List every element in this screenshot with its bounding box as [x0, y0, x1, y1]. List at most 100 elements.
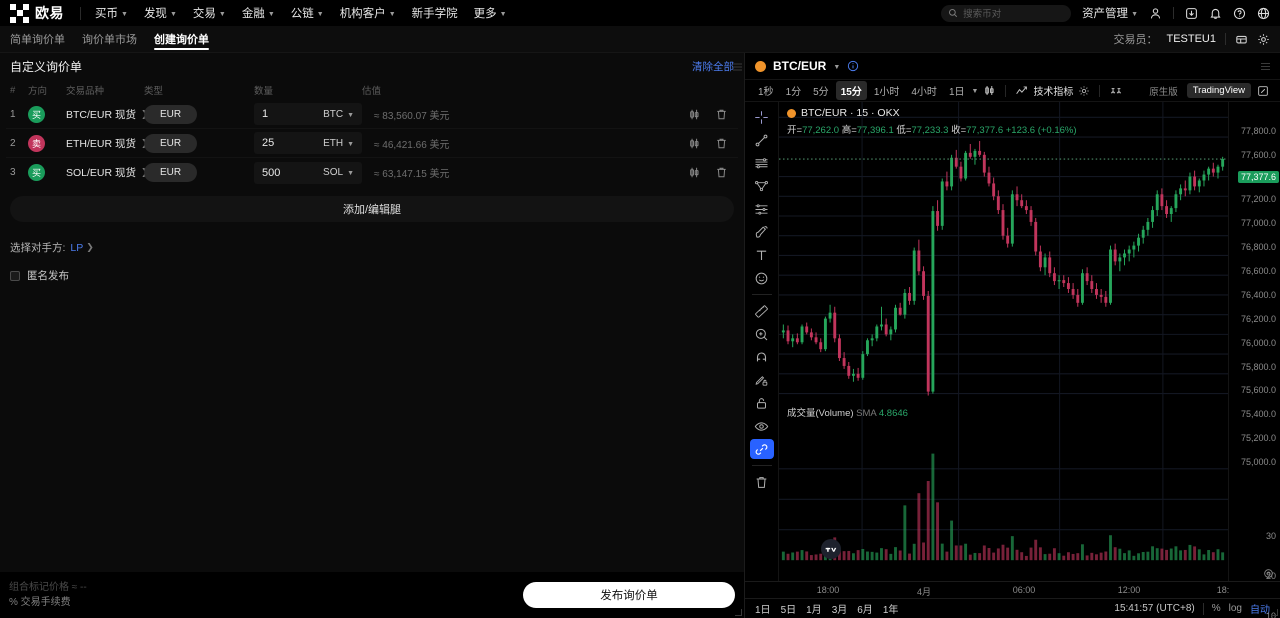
nav-item-institutional[interactable]: 机构客户 ▼ — [340, 5, 396, 21]
timeframe-1h[interactable]: 1小时 — [873, 87, 900, 98]
publish-rfq-button[interactable]: 发布询价单 — [523, 582, 735, 608]
nav-item-public-chain[interactable]: 公链 ▼ — [291, 5, 324, 21]
timeframe-1m[interactable]: 1分 — [785, 87, 802, 98]
crosshair-icon[interactable] — [750, 107, 774, 127]
range-6mo[interactable]: 6月 — [857, 605, 873, 616]
nav-item-more[interactable]: 更多 ▼ — [474, 5, 507, 21]
pitchfork-icon[interactable] — [750, 176, 774, 196]
chevron-down-icon[interactable]: ▼ — [833, 63, 841, 71]
assets-menu[interactable]: 资产管理 ▼ — [1082, 5, 1138, 21]
add-edit-leg-button[interactable]: 添加/编辑腿 — [10, 196, 734, 222]
range-3mo[interactable]: 3月 — [831, 605, 848, 616]
zoom-icon[interactable] — [750, 324, 774, 344]
magnet-icon[interactable] — [750, 347, 774, 367]
checkbox-icon[interactable] — [10, 270, 20, 281]
indicators-icon[interactable] — [1012, 84, 1031, 97]
user-icon[interactable] — [1149, 7, 1162, 20]
chart-type-icon[interactable] — [980, 84, 999, 97]
time-axis[interactable]: 18:00 4月 06:00 12:00 18: — [745, 581, 1280, 598]
scale-log-button[interactable]: log — [1228, 603, 1242, 614]
symbol-selector[interactable]: ETH/EUR 现货 ❯ — [66, 136, 149, 151]
resize-corner[interactable] — [1271, 609, 1278, 616]
currency-selector[interactable]: SOL ▼ — [323, 167, 354, 178]
tab-simple-rfq[interactable]: 简单询价单 — [10, 26, 65, 52]
emoji-icon[interactable] — [750, 268, 774, 288]
brand-logo[interactable]: 欧易 — [10, 3, 64, 23]
panel-resize-handle[interactable] — [733, 63, 742, 70]
snapshot-icon[interactable] — [1106, 84, 1126, 97]
chevron-down-icon[interactable]: ▼ — [971, 88, 979, 95]
chart-resize-handle[interactable] — [1261, 62, 1270, 70]
quantity-input[interactable]: 500 SOL ▼ — [254, 161, 362, 184]
symbol-selector[interactable]: BTC/EUR 现货 ❯ — [66, 107, 149, 122]
bell-icon[interactable] — [1209, 7, 1222, 20]
ruler-icon[interactable] — [750, 301, 774, 321]
range-1d[interactable]: 1日 — [755, 605, 771, 616]
tab-create-rfq[interactable]: 创建询价单 — [154, 26, 209, 52]
type-pill[interactable]: EUR — [144, 133, 197, 153]
gear-icon[interactable] — [1075, 85, 1093, 97]
type-pill[interactable]: EUR — [144, 104, 197, 124]
anonymous-publish-toggle[interactable]: 匿名发布 — [10, 268, 744, 283]
delete-icon[interactable] — [715, 166, 728, 179]
fib-retracement-icon[interactable] — [750, 199, 774, 219]
symbol-selector[interactable]: SOL/EUR 现货 ❯ — [66, 165, 149, 180]
view-native-button[interactable]: 原生版 — [1149, 86, 1178, 98]
scale-percent-button[interactable]: % — [1211, 603, 1221, 614]
direction-cell[interactable]: 买 — [28, 105, 66, 123]
pencil-lock-icon[interactable] — [750, 370, 774, 390]
resize-corner[interactable] — [735, 609, 742, 616]
download-icon[interactable] — [1185, 7, 1198, 20]
direction-badge-buy[interactable]: 买 — [28, 105, 45, 123]
gear-icon[interactable] — [1257, 33, 1270, 46]
nav-item-discover[interactable]: 发现 ▼ — [144, 5, 177, 21]
chart-canvas[interactable] — [779, 102, 1228, 581]
quantity-input[interactable]: 1 BTC ▼ — [254, 103, 362, 125]
indicators-label[interactable]: 技术指标 — [1033, 87, 1074, 98]
trendline-icon[interactable] — [750, 130, 774, 150]
nav-item-academy[interactable]: 新手学院 — [412, 5, 458, 21]
tab-rfq-market[interactable]: 询价单市场 — [82, 26, 137, 52]
counterparty-selector[interactable]: LP ❯ — [70, 242, 93, 254]
nav-item-finance[interactable]: 金融 ▼ — [242, 5, 275, 21]
delete-icon[interactable] — [715, 137, 728, 150]
timeframe-15m[interactable]: 15分 — [835, 81, 867, 100]
trash-icon[interactable] — [750, 472, 774, 492]
text-icon[interactable] — [750, 245, 774, 265]
candlestick-icon[interactable] — [688, 108, 701, 121]
globe-icon[interactable] — [1257, 7, 1270, 20]
view-tradingview-button[interactable]: TradingView — [1186, 83, 1251, 98]
gear-icon[interactable] — [1263, 568, 1274, 579]
scale-auto-button[interactable]: 自动 — [1250, 605, 1270, 616]
delete-icon[interactable] — [715, 108, 728, 121]
range-1y[interactable]: 1年 — [882, 605, 899, 616]
direction-badge-sell[interactable]: 卖 — [28, 134, 45, 152]
info-icon[interactable] — [847, 60, 859, 72]
candlestick-icon[interactable] — [688, 137, 701, 150]
direction-cell[interactable]: 卖 — [28, 134, 66, 152]
price-axis[interactable]: 77,800.0 77,600.0 77,377.6 77,200.0 77,0… — [1228, 102, 1280, 618]
timeframe-4h[interactable]: 4小时 — [911, 87, 937, 98]
nav-item-trade[interactable]: 交易 ▼ — [193, 5, 226, 21]
lock-icon[interactable] — [750, 393, 774, 413]
candlestick-icon[interactable] — [688, 166, 701, 179]
quantity-input[interactable]: 25 ETH ▼ — [254, 132, 362, 154]
type-pill[interactable]: EUR — [144, 163, 197, 182]
currency-selector[interactable]: BTC ▼ — [323, 109, 354, 120]
range-1mo[interactable]: 1月 — [806, 605, 822, 616]
horizontal-lines-icon[interactable] — [750, 153, 774, 173]
nav-item-buy-crypto[interactable]: 买币 ▼ — [95, 5, 128, 21]
timeframe-1s[interactable]: 1秒 — [758, 87, 774, 98]
currency-selector[interactable]: ETH ▼ — [323, 138, 354, 149]
clear-all-button[interactable]: 清除全部 — [692, 61, 734, 73]
range-5d[interactable]: 5日 — [780, 605, 797, 616]
timeframe-1d[interactable]: 1日 — [948, 87, 965, 98]
help-icon[interactable] — [1233, 7, 1246, 20]
search-input[interactable]: 搜索币对 — [941, 4, 1072, 22]
layout-icon[interactable] — [1235, 33, 1248, 46]
timeframe-5m[interactable]: 5分 — [813, 87, 829, 98]
fullscreen-icon[interactable] — [1254, 85, 1272, 97]
direction-badge-buy[interactable]: 买 — [28, 164, 45, 181]
link-icon[interactable] — [749, 439, 774, 459]
direction-cell[interactable]: 买 — [28, 164, 66, 181]
